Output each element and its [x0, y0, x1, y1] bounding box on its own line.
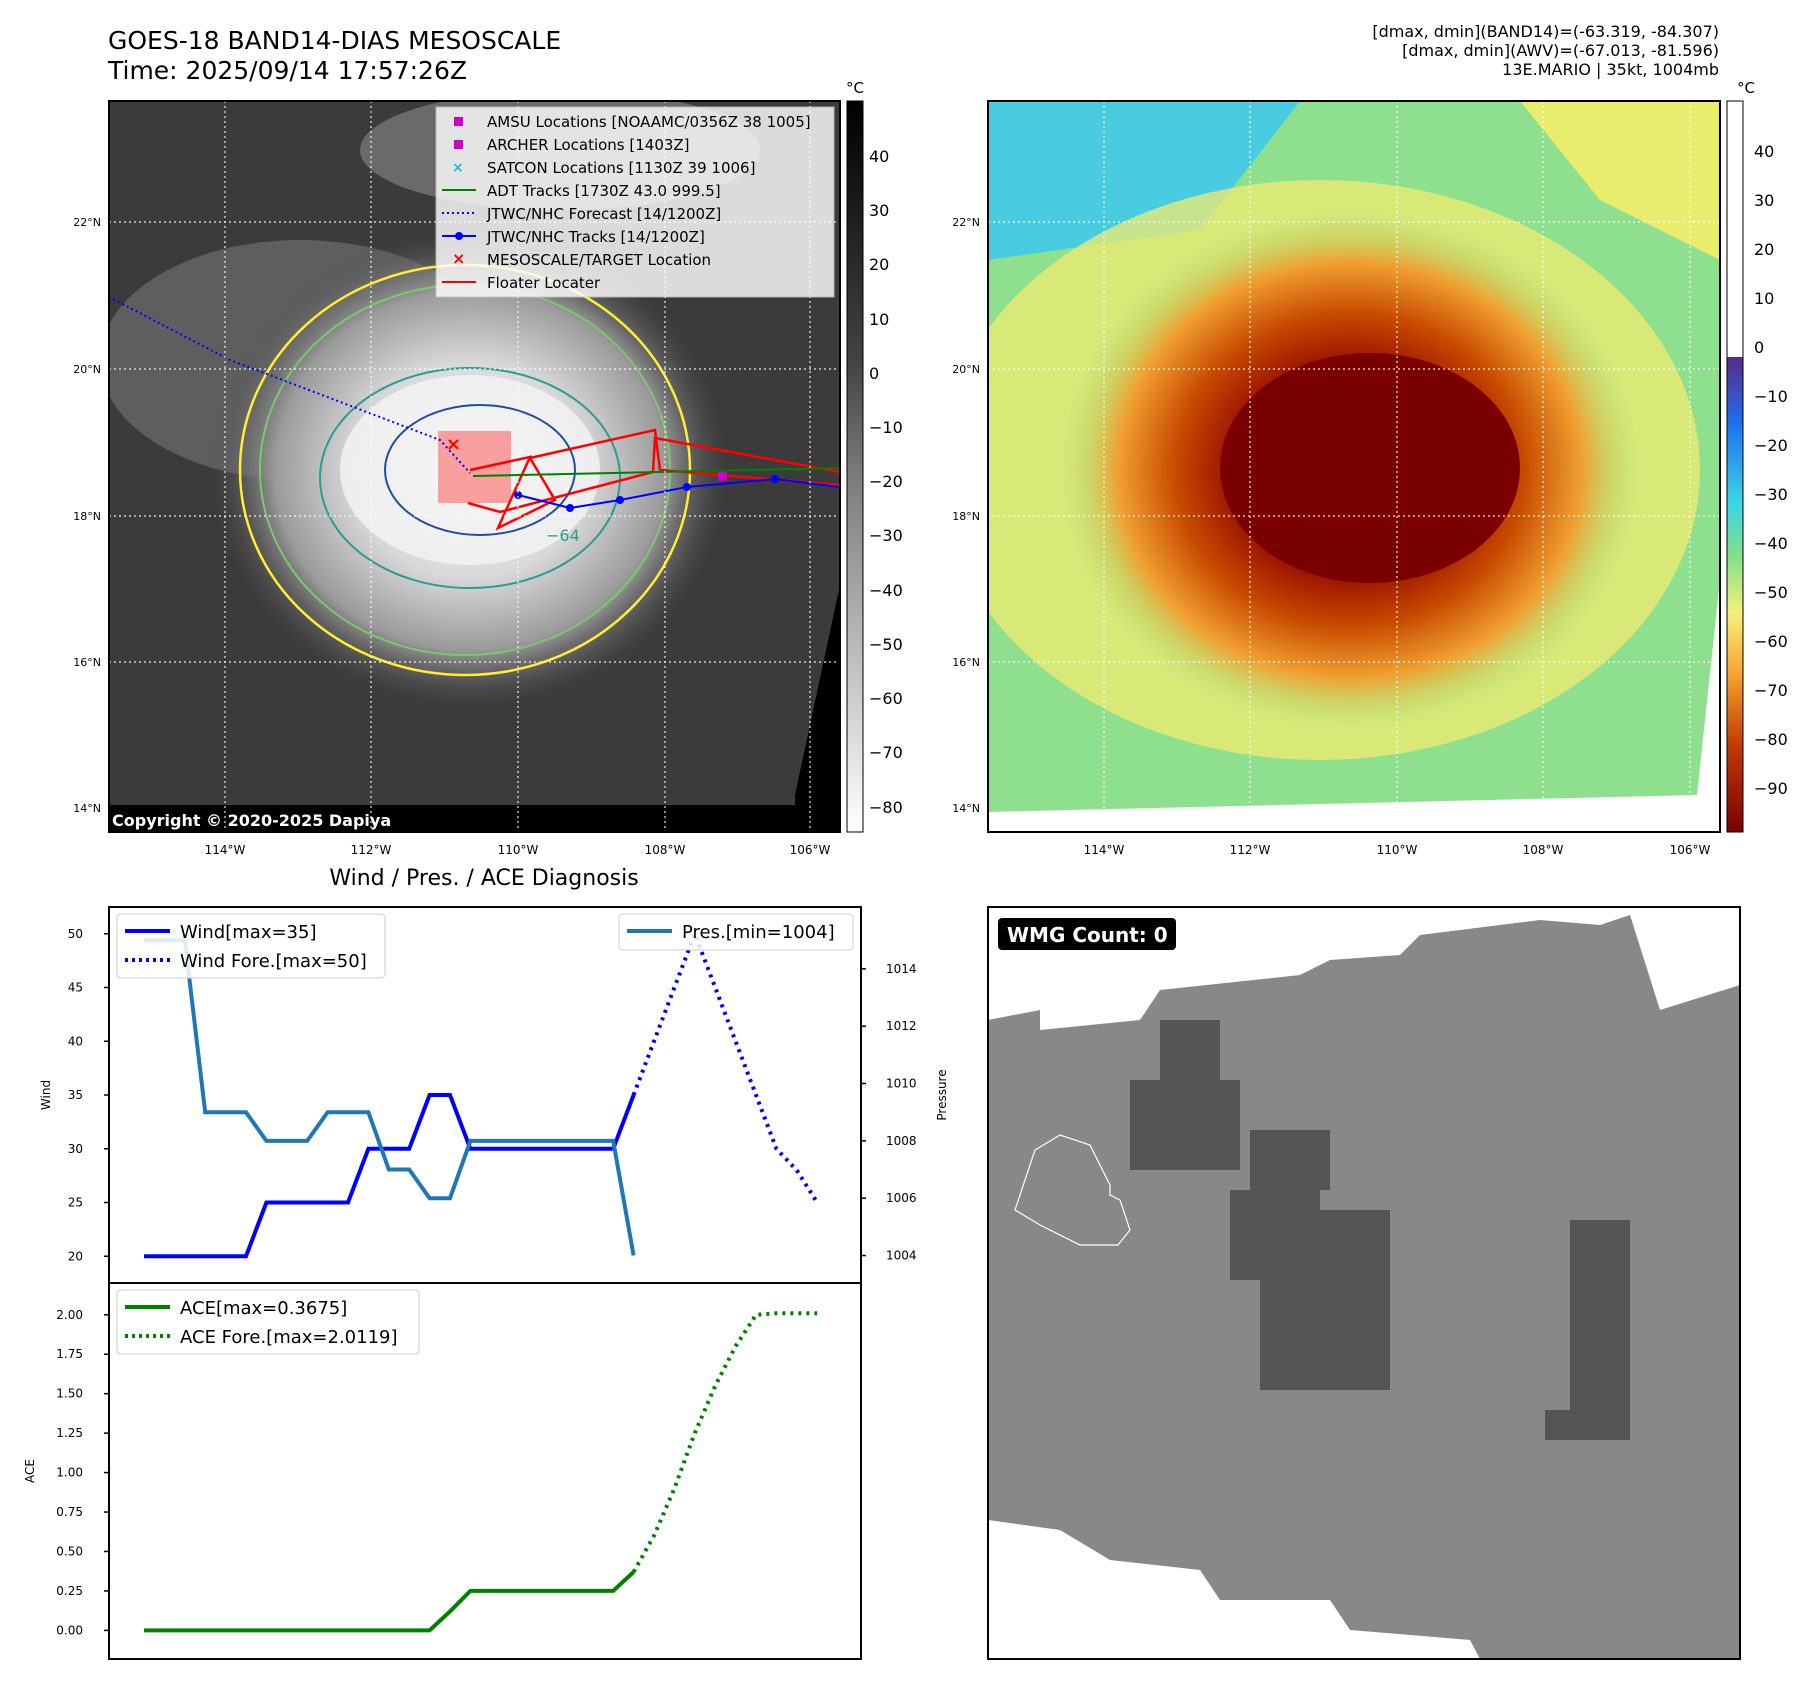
- ir-cb-tick: −60: [869, 689, 903, 708]
- ir-cb-tick: −10: [869, 418, 903, 437]
- awv-lat-22: 22°N: [952, 216, 980, 229]
- awv-range: [dmax, dmin](AWV)=(-67.013, -81.596): [1402, 41, 1719, 60]
- awv-lon-110: 110°W: [1377, 843, 1418, 857]
- ir-no-data: [795, 585, 840, 832]
- awv-lat-14: 14°N: [952, 802, 980, 815]
- awv-cb-tick: −20: [1754, 436, 1788, 455]
- awv-cb-tick: 20: [1754, 240, 1774, 259]
- awv-cb-tick: −50: [1754, 583, 1788, 602]
- awv-cb-tick: −90: [1754, 779, 1788, 798]
- contour-label: −64: [546, 526, 580, 545]
- awv-lon-106: 106°W: [1670, 843, 1711, 857]
- ir-cb-tick: −40: [869, 581, 903, 600]
- legend-tracks: JTWC/NHC Tracks [14/1200Z]: [486, 228, 705, 246]
- awv-lon-108: 108°W: [1523, 843, 1564, 857]
- awv-colorbar-unit: °C: [1737, 79, 1755, 97]
- legend-target: MESOSCALE/TARGET Location: [487, 251, 711, 269]
- ir-cb-tick: −20: [869, 472, 903, 491]
- ir-lon-114: 114°W: [205, 843, 246, 857]
- awv-cb-tick: 0: [1754, 338, 1764, 357]
- awv-colorbar: [1726, 100, 1744, 833]
- ir-lat-16: 16°N: [73, 656, 101, 669]
- awv-lon-112: 112°W: [1230, 843, 1271, 857]
- awv-cb-tick: −60: [1754, 632, 1788, 651]
- wmg-panel: WMG Count: 0: [987, 906, 1741, 1660]
- awv-lon-114: 114°W: [1084, 843, 1125, 857]
- ir-cb-tick: 0: [869, 364, 879, 383]
- ir-lat-22: 22°N: [73, 216, 101, 229]
- awv-cb-tick: 40: [1754, 142, 1774, 161]
- ir-cb-tick: −70: [869, 743, 903, 762]
- awv-cb-tick: 10: [1754, 289, 1774, 308]
- legend-archer: ARCHER Locations [1403Z]: [487, 136, 690, 154]
- awv-cb-tick: −80: [1754, 730, 1788, 749]
- page-title: GOES-18 BAND14-DIAS MESOSCALE: [108, 26, 562, 55]
- band14-range: [dmax, dmin](BAND14)=(-63.319, -84.307): [1372, 22, 1719, 41]
- ir-lat-14: 14°N: [73, 802, 101, 815]
- legend-satcon-symbol: ×: [452, 160, 464, 176]
- ir-legend-box: [435, 106, 835, 298]
- ir-lat-18: 18°N: [73, 510, 101, 523]
- wmg-coastline: [1014, 1134, 1131, 1246]
- awv-lat-18: 18°N: [952, 510, 980, 523]
- ir-lon-110: 110°W: [498, 843, 539, 857]
- ir-cb-tick: −80: [869, 798, 903, 817]
- ir-cb-tick: 40: [869, 147, 889, 166]
- awv-cb-tick: −30: [1754, 485, 1788, 504]
- diagnosis-title: Wind / Pres. / ACE Diagnosis: [329, 866, 639, 891]
- jtwc-forecast-track: [109, 296, 471, 474]
- ir-lat-20: 20°N: [73, 363, 101, 376]
- legend-floater: Floater Locater: [487, 274, 601, 292]
- legend-target-symbol: ×: [452, 249, 465, 268]
- jtwc-track: [517, 477, 840, 510]
- legend-satcon: SATCON Locations [1130Z 39 1006]: [487, 159, 755, 177]
- ir-cb-tick: −50: [869, 635, 903, 654]
- ir-cb-tick: 20: [869, 255, 889, 274]
- target-location-marker: ×: [446, 434, 461, 455]
- legend-amsu-symbol: [454, 117, 463, 126]
- awv-cb-tick: −70: [1754, 681, 1788, 700]
- ir-cb-tick: 30: [869, 201, 889, 220]
- ir-colorbar-unit: °C: [846, 79, 864, 97]
- storm-summary: 13E.MARIO | 35kt, 1004mb: [1502, 60, 1719, 79]
- awv-lat-20: 20°N: [952, 363, 980, 376]
- observation-time: Time: 2025/09/14 17:57:26Z: [108, 56, 467, 85]
- legend-adt: ADT Tracks [1730Z 43.0 999.5]: [487, 182, 721, 200]
- wmg-count-label: WMG Count: 0: [1007, 923, 1168, 947]
- ir-lon-108: 108°W: [645, 843, 686, 857]
- legend-forecast: JTWC/NHC Forecast [14/1200Z]: [486, 205, 721, 223]
- mesoscale-box: [438, 431, 511, 503]
- legend-archer-symbol: [454, 140, 463, 149]
- ir-cb-tick: −30: [869, 526, 903, 545]
- amsu-marker: [718, 472, 727, 481]
- ir-cb-tick: 10: [869, 310, 889, 329]
- awv-cb-tick: −40: [1754, 534, 1788, 553]
- ir-colorbar: [846, 100, 864, 833]
- ir-lon-106: 106°W: [790, 843, 831, 857]
- legend-amsu: AMSU Locations [NOAAMC/0356Z 38 1005]: [487, 113, 811, 131]
- storm-info: [dmax, dmin](BAND14)=(-63.319, -84.307) …: [1372, 22, 1719, 79]
- awv-cb-tick: 30: [1754, 191, 1774, 210]
- ir-lon-112: 112°W: [351, 843, 392, 857]
- awv-cb-tick: −10: [1754, 387, 1788, 406]
- awv-lat-16: 16°N: [952, 656, 980, 669]
- adt-track: [472, 467, 840, 477]
- copyright: Copyright © 2020-2025 Dapiya: [112, 811, 391, 830]
